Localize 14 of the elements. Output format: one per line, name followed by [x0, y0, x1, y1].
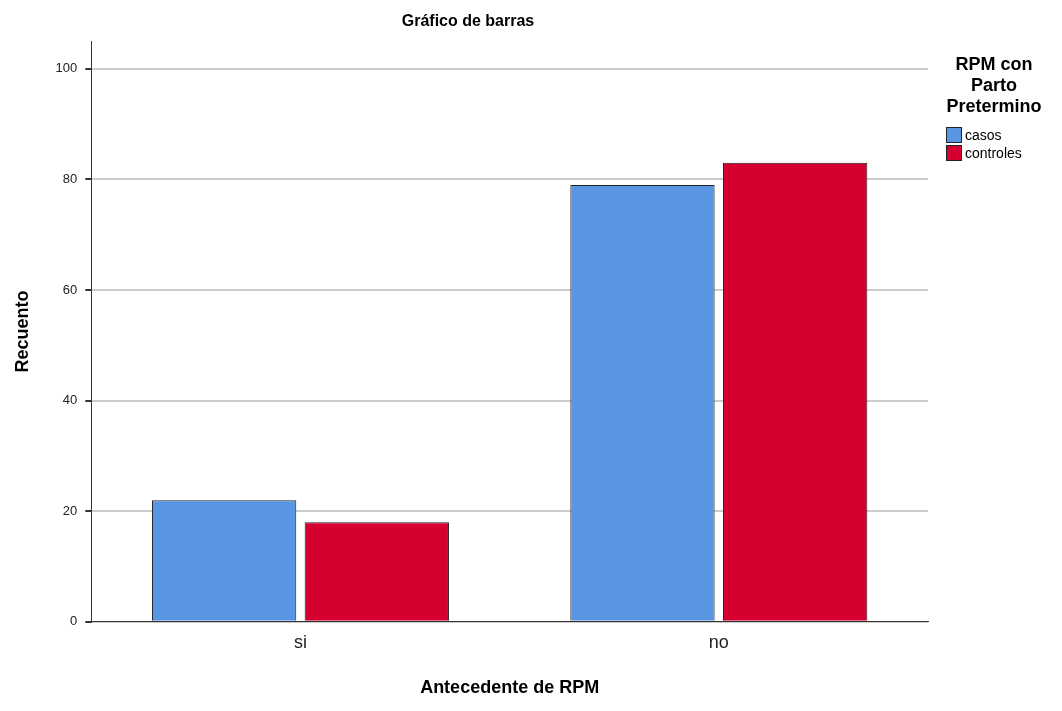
y-tick-label: 60: [62, 281, 78, 297]
y-tick-label: 80: [62, 171, 78, 187]
chart-title: Gráfico de barras: [401, 12, 535, 30]
y-tick-label: 0: [70, 613, 78, 629]
legend-title: RPM con Parto Pretermino: [945, 54, 1043, 117]
x-axis-title: Antecedente de RPM: [420, 677, 600, 698]
y-axis-title: Recuento: [11, 290, 32, 373]
y-tick-label: 40: [62, 392, 78, 408]
legend-label: casos: [965, 127, 1002, 143]
y-tick-label: 100: [55, 60, 78, 76]
x-tick-label: no: [708, 631, 729, 652]
y-tick-label: 20: [62, 502, 78, 518]
legend-label: controles: [965, 145, 1022, 161]
x-tick-label: si: [293, 631, 307, 652]
